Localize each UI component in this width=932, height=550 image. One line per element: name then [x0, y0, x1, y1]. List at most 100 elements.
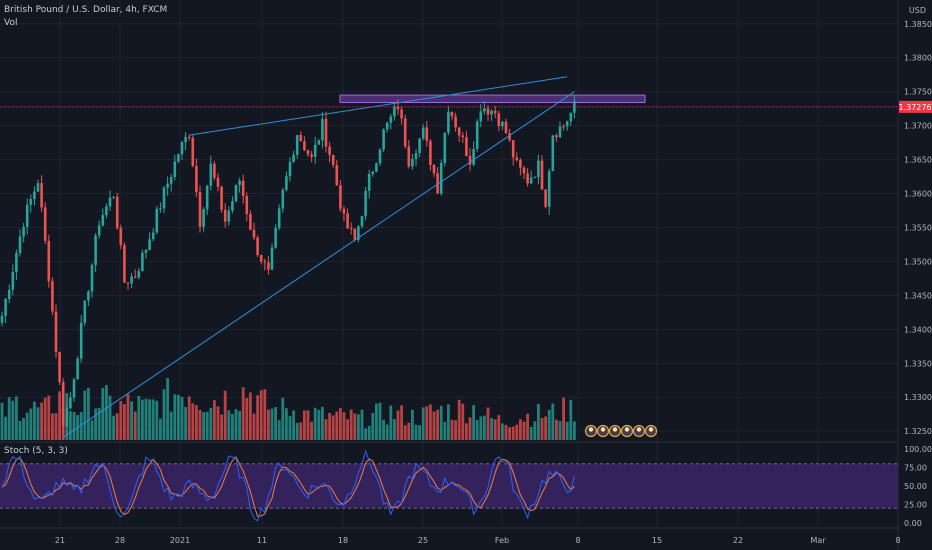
volume-bar	[4, 416, 7, 440]
volume-bar	[112, 415, 115, 440]
candle-body	[439, 162, 443, 194]
volume-bar	[371, 412, 375, 440]
candle-body	[274, 227, 277, 248]
candle-body	[382, 129, 385, 150]
volume-bar	[25, 412, 29, 440]
candle-body	[256, 237, 259, 256]
candle-body	[342, 208, 346, 214]
time-tick-label: 11	[257, 536, 267, 545]
candle-body	[335, 165, 339, 186]
event-marker-icon-face	[624, 427, 630, 432]
candle-body	[187, 136, 191, 138]
candle-body	[411, 159, 414, 167]
price-tick-label: 1.35000	[904, 257, 932, 266]
volume-bar	[501, 423, 504, 440]
volume-bar	[159, 418, 162, 440]
candle-body	[461, 135, 465, 138]
candle-body	[25, 204, 29, 227]
trendlines[interactable]	[62, 76, 575, 438]
candle-body	[321, 118, 324, 141]
stoch-tick-label: 0.00	[904, 519, 922, 528]
candle-body	[364, 190, 367, 217]
last-price-tag	[899, 100, 932, 113]
volume-bar	[166, 377, 169, 440]
volume-bar	[177, 394, 180, 440]
event-markers[interactable]	[584, 424, 658, 438]
volume-bar	[108, 395, 112, 440]
volume-bar	[349, 409, 353, 440]
volume-bar	[465, 423, 468, 440]
volume-bar	[195, 405, 198, 440]
volume-bar	[310, 421, 313, 440]
volume-bar	[447, 404, 450, 440]
volume-bar	[69, 411, 72, 440]
candle-body	[4, 298, 7, 316]
candle-body	[529, 177, 533, 184]
candle-body	[544, 189, 547, 207]
candle-body	[202, 209, 205, 227]
event-marker-icon-face	[600, 427, 606, 432]
symbol-title[interactable]: British Pound / U.S. Dollar, 4h, FXCM	[4, 5, 168, 15]
candle-body	[108, 197, 112, 207]
volume-bar	[151, 399, 155, 440]
candle-body	[328, 146, 331, 155]
volume-bars	[0, 377, 576, 440]
volume-bar	[216, 406, 220, 440]
candle-body	[151, 232, 155, 240]
volume-bar	[461, 403, 465, 440]
candle-body	[511, 140, 515, 158]
candle-body	[367, 174, 371, 191]
candle-body	[180, 142, 184, 155]
candle-body	[490, 110, 493, 115]
time-tick-label: 18	[338, 536, 348, 545]
candle-body	[15, 253, 18, 273]
candle-body	[79, 322, 83, 359]
candle-body	[501, 121, 504, 127]
volume-bar	[407, 422, 411, 440]
candle-body	[65, 408, 69, 427]
stoch-legend[interactable]: Stoch (5, 3, 3)	[4, 446, 68, 456]
volume-bar	[223, 390, 227, 440]
candle-body	[249, 214, 252, 230]
volume-bar	[522, 421, 526, 440]
candle-body	[331, 154, 335, 166]
candle-body	[173, 161, 177, 178]
volume-bar	[209, 407, 213, 440]
volume-bar	[22, 417, 25, 440]
candle-body	[468, 155, 472, 165]
candle-body	[29, 198, 33, 205]
volume-bar	[180, 397, 184, 440]
candle-body	[429, 140, 432, 165]
volume-bar	[454, 420, 457, 440]
volume-bar	[40, 402, 43, 440]
volume-bar	[231, 413, 234, 440]
volume-bar	[551, 403, 555, 440]
candle-body	[292, 154, 295, 163]
candle-body	[569, 112, 573, 122]
volume-bar	[493, 419, 497, 440]
volume-bar	[184, 407, 187, 440]
candle-body	[241, 180, 245, 197]
candle-body	[418, 138, 421, 154]
time-tick-label: 25	[418, 536, 428, 545]
time-axis[interactable]: 21 28 2021 11 18 25 Feb 8 15 22 Mar 8	[55, 536, 901, 545]
price-axis[interactable]: 1.38500 1.38000 1.37500 1.37000 1.36500 1.360…	[904, 20, 932, 436]
volume-bar	[555, 419, 558, 440]
volume-bar	[303, 410, 306, 440]
volume-bar	[33, 401, 36, 440]
volume-legend[interactable]: Vol	[4, 18, 18, 28]
candle-body	[385, 122, 389, 130]
volume-bar	[58, 391, 61, 440]
candle-body	[94, 235, 97, 265]
stoch-overbought-oversold-band	[0, 463, 898, 509]
last-price-line: 1.37276	[0, 100, 932, 113]
candle-body	[389, 116, 393, 123]
candle-body	[11, 272, 15, 290]
candle-body	[522, 167, 526, 174]
volume-bar	[245, 398, 249, 440]
candle-body	[303, 141, 306, 151]
candle-body	[36, 183, 40, 192]
volume-bar	[252, 413, 256, 440]
candle-body	[205, 185, 209, 210]
